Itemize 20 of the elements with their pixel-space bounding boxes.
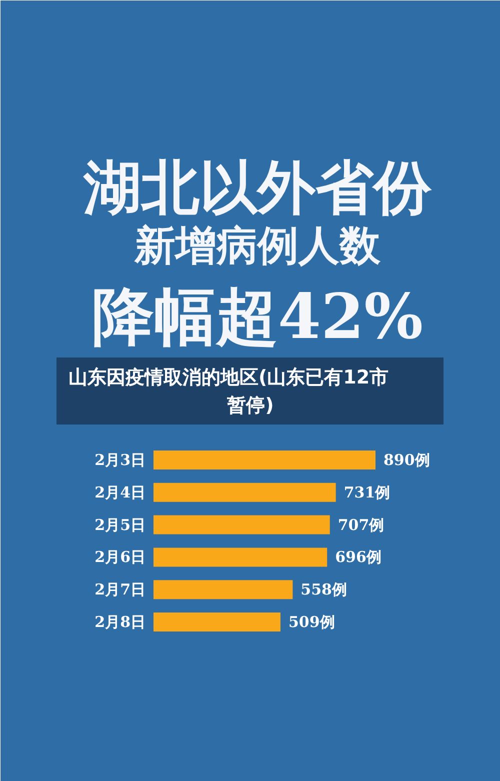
chart-title: 湖北以外省份新增病例人数降幅超42% bbox=[82, 154, 432, 353]
bar bbox=[154, 580, 293, 600]
bar bbox=[154, 515, 330, 534]
data-label: 707例 bbox=[338, 516, 384, 534]
data-label: 509例 bbox=[288, 613, 335, 631]
data-label: 696例 bbox=[335, 548, 382, 566]
y-tick-label: 2月8日 bbox=[94, 613, 146, 631]
y-tick-label: 2月6日 bbox=[94, 548, 146, 566]
bar bbox=[154, 450, 376, 470]
y-tick-label: 2月4日 bbox=[94, 483, 146, 502]
data-label: 731例 bbox=[344, 483, 390, 502]
bar bbox=[154, 548, 328, 567]
bar bbox=[154, 482, 336, 502]
y-tick-label: 2月7日 bbox=[94, 580, 146, 599]
data-label: 558例 bbox=[300, 580, 347, 599]
y-tick-label: 2月3日 bbox=[94, 451, 146, 469]
bar bbox=[154, 612, 280, 632]
text: 山东因疫情取消的地区(山东已有12市暂停) bbox=[68, 366, 389, 416]
data-label: 890例 bbox=[384, 451, 430, 469]
y-tick-label: 2月5日 bbox=[94, 516, 146, 534]
